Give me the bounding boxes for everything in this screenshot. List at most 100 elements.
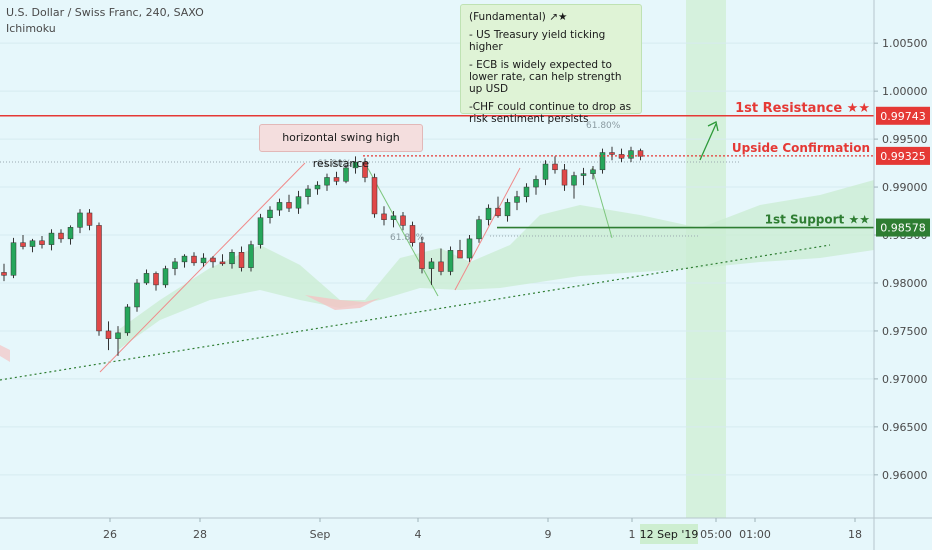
candle-body: [153, 273, 159, 286]
note-title: (Fundamental) ↗★: [469, 11, 568, 23]
candle-body: [276, 202, 283, 211]
level-name: 1st Support ★★: [765, 213, 870, 227]
x-tick-label: 4: [415, 528, 422, 541]
candle-bullish: [267, 206, 273, 224]
candle-body: [181, 255, 188, 263]
candle-body: [295, 196, 302, 209]
candle-body: [10, 242, 17, 276]
candle-bullish: [248, 240, 254, 272]
candle-body: [219, 261, 226, 265]
candle-bullish: [466, 235, 473, 262]
y-tick-label: 1.00500: [882, 37, 928, 50]
ichimoku-cloud-bearish: [305, 295, 380, 310]
candle-body: [571, 175, 577, 186]
ichimoku-cloud-bullish: [118, 180, 874, 350]
candle-bearish: [457, 239, 463, 259]
candle-body: [96, 225, 102, 332]
candle-body: [143, 273, 150, 284]
candle-bearish: [105, 321, 112, 351]
projection-arrow: [591, 167, 613, 239]
candle-body: [447, 250, 454, 272]
x-highlight-box: [640, 524, 698, 544]
candle-body: [419, 242, 425, 269]
candle-body: [628, 150, 634, 159]
candle-body: [381, 213, 387, 220]
ichimoku-cloud-bearish: [0, 345, 10, 362]
candle-bearish: [219, 254, 226, 266]
candle-body: [343, 167, 349, 182]
candle-body: [523, 186, 530, 197]
candle-bullish: [162, 265, 169, 288]
candle-body: [561, 169, 568, 186]
candle-bearish: [400, 211, 406, 231]
indicator-label: Ichimoku: [6, 22, 56, 35]
candle-bullish: [143, 269, 150, 285]
candle-bullish: [599, 148, 606, 174]
candle-bearish: [210, 256, 216, 268]
candle-bullish: [533, 175, 539, 195]
candle-bullish: [48, 229, 55, 251]
candle-bearish: [609, 146, 615, 161]
candle-body: [286, 202, 292, 209]
projection-arrow: [454, 167, 521, 291]
candle-bullish: [77, 209, 83, 234]
candle-body: [590, 169, 596, 174]
candle-body: [362, 161, 368, 178]
symbol-title: U.S. Dollar / Swiss Franc, 240, SAXO: [6, 6, 204, 19]
upside-arrow: [699, 121, 719, 161]
level-price-tag: [876, 146, 930, 165]
candle-bearish: [286, 194, 292, 212]
candle-bullish: [181, 254, 188, 268]
candle-body: [542, 163, 549, 180]
fib-label: 61.80%: [390, 233, 425, 243]
candle-bearish: [238, 246, 245, 272]
candle-bearish: [86, 209, 93, 231]
candle-bullish: [29, 238, 36, 253]
candle-body: [77, 212, 83, 228]
candle-bullish: [523, 183, 530, 203]
candle-bullish: [115, 326, 121, 356]
note-bullet: - ECB is widely expected to lower rate, …: [469, 59, 622, 95]
candle-bullish: [10, 237, 17, 279]
candle-bullish: [67, 225, 74, 245]
candle-body: [333, 177, 340, 182]
candle-bearish: [20, 235, 26, 250]
candle-body: [172, 261, 178, 269]
swing-high-callout: horizontal swing high resistance: [259, 124, 423, 170]
candle-bullish: [305, 185, 311, 205]
candle-bearish: [153, 271, 159, 291]
level-price-tag: [876, 106, 930, 125]
x-tick-label: 05:00: [700, 528, 732, 541]
level-price-value: 0.98578: [880, 222, 926, 235]
level-name: 1st Resistance ★★: [735, 101, 870, 116]
candle-bearish: [419, 236, 425, 274]
candle-bullish: [124, 304, 131, 336]
candle-body: [238, 252, 245, 268]
candle-body: [609, 152, 615, 155]
candle-body: [134, 282, 140, 308]
candle-body: [352, 161, 359, 169]
candle-body: [29, 240, 36, 247]
candle-body: [105, 330, 112, 339]
candle-bearish: [58, 229, 64, 243]
candle-body: [48, 232, 55, 245]
candle-bearish: [371, 173, 378, 218]
candle-bullish: [542, 160, 549, 186]
candle-body: [229, 252, 235, 265]
candle-bullish: [590, 165, 596, 180]
candle-bearish: [1, 263, 7, 282]
candle-body: [485, 207, 492, 220]
candle-bullish: [172, 258, 178, 276]
candle-bullish: [571, 171, 577, 199]
candle-body: [20, 242, 26, 247]
candle-bearish: [333, 171, 340, 186]
candle-bullish: [324, 173, 330, 191]
level-name: Upside Confirmation: [732, 141, 870, 155]
candle-bullish: [295, 190, 302, 214]
candle-bullish: [257, 213, 264, 249]
candle-body: [314, 184, 321, 190]
x-tick-label: 26: [103, 528, 117, 541]
candle-bullish: [343, 164, 349, 184]
y-tick-label: 0.96500: [882, 421, 928, 434]
